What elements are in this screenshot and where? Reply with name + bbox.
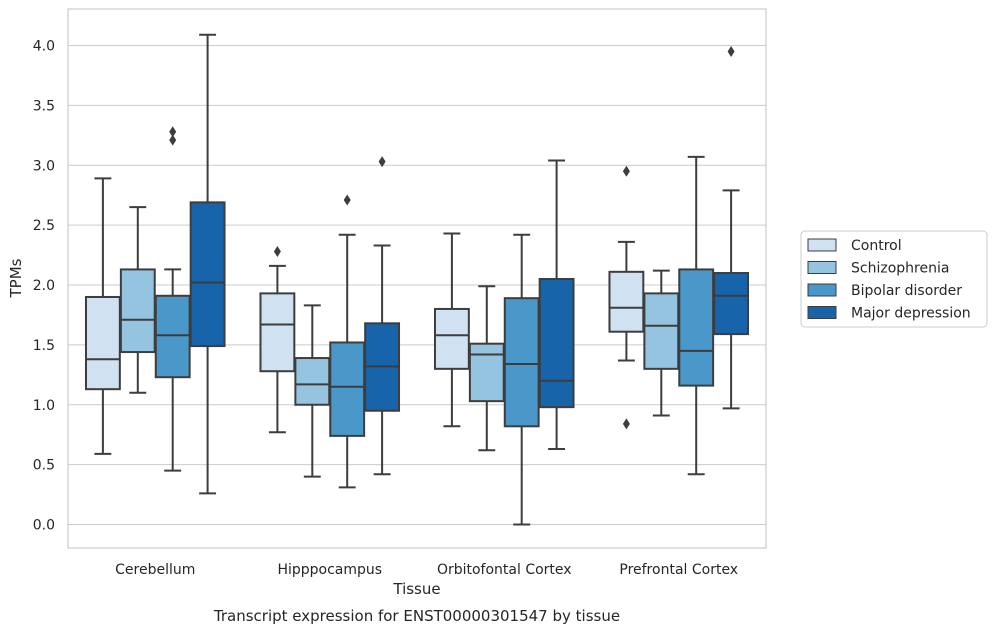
- y-tick-label: 2.0: [33, 278, 55, 294]
- box-iqr: [154, 294, 191, 379]
- legend-label: Schizophrenia: [851, 261, 949, 277]
- box-series: [84, 33, 750, 526]
- box-bipolar-disorder: [678, 155, 715, 476]
- box-iqr: [294, 357, 331, 406]
- outlier-point: [273, 245, 281, 257]
- y-axis-label: TPMs: [7, 258, 25, 298]
- x-tick-labels: Cerebellum Hipppocampus Orbitofontal Corte…: [115, 562, 738, 578]
- legend-swatch: [807, 261, 837, 274]
- outlier-point: [343, 194, 351, 206]
- box-bipolar-disorder: [503, 233, 540, 526]
- outlier-point: [622, 418, 630, 430]
- box-iqr: [84, 295, 121, 391]
- legend-label: Bipolar disorder: [851, 283, 962, 299]
- box-control: [259, 245, 296, 434]
- x-tick-label: Orbitofontal Cortex: [437, 562, 572, 578]
- plot-frame: [67, 8, 767, 549]
- box-iqr: [538, 278, 575, 409]
- box-iqr: [503, 297, 540, 428]
- chart-caption: Transcript expression for ENST0000030154…: [213, 607, 620, 625]
- box-schizophrenia: [468, 285, 505, 452]
- x-tick-label: Prefrontal Cortex: [619, 562, 738, 578]
- y-tick-label: 4.0: [33, 39, 55, 55]
- y-tick-label: 3.0: [33, 158, 55, 174]
- box-control: [608, 165, 645, 430]
- x-axis-label: Tissue: [392, 580, 440, 598]
- outlier-point: [169, 126, 177, 138]
- box-iqr: [189, 201, 226, 348]
- box-control: [84, 177, 121, 455]
- outlier-point: [169, 134, 177, 146]
- legend-swatch: [807, 283, 837, 297]
- legend-entries: Control Schizophrenia Bipolar disorder Majo…: [807, 238, 971, 322]
- box-major-depression: [364, 156, 401, 476]
- box-control: [433, 232, 470, 428]
- legend-label: Major depression: [851, 306, 971, 322]
- y-tick-labels: 0.0 0.5 1.0 1.5 2.0 2.5 3.0 3.5 4.0: [33, 39, 55, 534]
- box-major-depression: [189, 33, 226, 495]
- box-bipolar-disorder: [329, 194, 366, 489]
- outlier-point: [622, 165, 630, 177]
- legend-frame: [800, 230, 988, 328]
- x-tick-label: Cerebellum: [115, 562, 195, 578]
- box-major-depression: [538, 159, 575, 451]
- outlier-point: [727, 45, 735, 57]
- x-tick-label: Hipppocampus: [277, 562, 382, 578]
- box-iqr: [259, 292, 296, 373]
- box-schizophrenia: [294, 304, 331, 478]
- y-tick-label: 2.5: [33, 218, 55, 234]
- box-bipolar-disorder: [154, 126, 191, 472]
- box-iqr: [433, 307, 470, 370]
- box-schizophrenia: [643, 269, 680, 417]
- y-tick-label: 1.5: [33, 338, 55, 354]
- y-tick-label: 0.5: [33, 458, 55, 474]
- y-tick-label: 0.0: [33, 518, 55, 534]
- legend-swatch: [807, 306, 837, 319]
- box-iqr: [329, 341, 366, 437]
- box-iqr: [608, 270, 645, 333]
- box-iqr: [468, 342, 505, 403]
- y-tick-label: 3.5: [33, 98, 55, 114]
- box-iqr: [678, 268, 715, 387]
- box-iqr: [643, 292, 680, 370]
- box-schizophrenia: [119, 206, 156, 394]
- y-tick-label: 1.0: [33, 398, 55, 414]
- legend: Control Schizophrenia Bipolar disorder Majo…: [800, 230, 988, 328]
- box-iqr: [119, 268, 156, 354]
- box-iqr: [713, 272, 750, 336]
- outlier-point: [378, 156, 386, 168]
- legend-label: Control: [851, 238, 902, 254]
- legend-swatch: [807, 238, 837, 252]
- box-major-depression: [713, 45, 750, 410]
